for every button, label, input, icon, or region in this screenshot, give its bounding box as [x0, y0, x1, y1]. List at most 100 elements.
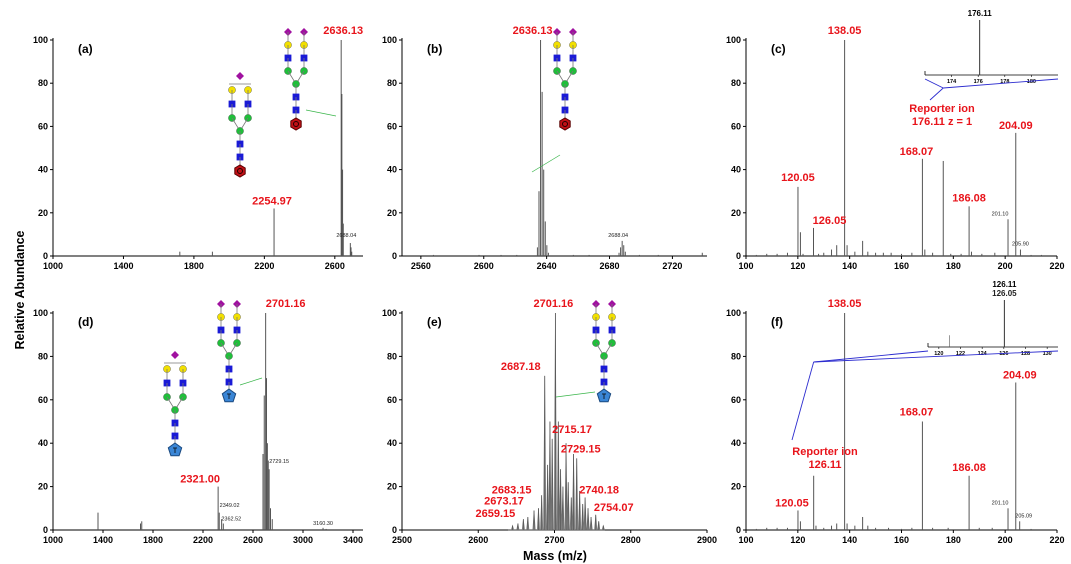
y-tick-label: 40 — [387, 438, 397, 448]
peak-label: 2683.15 — [492, 484, 532, 496]
glycan-pointer — [239, 377, 263, 386]
x-tick-label: 1000 — [43, 261, 63, 271]
y-axis-label: Relative Abundance — [13, 230, 27, 349]
inset-tick-label: 178 — [1000, 79, 1009, 85]
spectrum-panel-1: 0 20 40 60 80 100 2560 2600 2640 2680 2720 (b) 2636.… — [382, 25, 707, 271]
peak-label: 2729.15 — [269, 459, 289, 465]
peak-label: 2362.52 — [221, 516, 241, 522]
x-tick-label: 3400 — [343, 535, 363, 545]
x-tick-label: 120 — [790, 535, 805, 545]
x-tick-label: 2200 — [254, 261, 274, 271]
peak-label: 2321.00 — [180, 474, 220, 486]
y-tick-label: 80 — [731, 351, 741, 361]
peak-label: 2254.97 — [252, 195, 292, 207]
x-tick-label: 1400 — [93, 535, 113, 545]
peak-label: 205.90 — [1012, 242, 1029, 248]
x-tick-label: 180 — [946, 535, 961, 545]
peak-label: 2688.04 — [336, 233, 356, 239]
x-tick-label: 140 — [842, 535, 857, 545]
peak-label: 2701.16 — [266, 298, 306, 310]
inset-top-label: 126.11 — [992, 280, 1017, 289]
y-tick-label: 40 — [38, 165, 48, 175]
peak-label: 2349.02 — [220, 503, 240, 509]
y-tick-label: 100 — [382, 308, 397, 318]
x-tick-label: 200 — [998, 535, 1013, 545]
y-tick-label: 20 — [731, 482, 741, 492]
peak-label: 204.09 — [1003, 369, 1037, 381]
x-tick-label: 160 — [894, 261, 909, 271]
glycan-pointer — [305, 109, 337, 117]
inset-tick-label: 176 — [974, 79, 983, 85]
x-tick-label: 2640 — [537, 261, 557, 271]
zoom-line — [791, 361, 815, 441]
x-tick-label: 1000 — [43, 535, 63, 545]
y-tick-label: 80 — [387, 78, 397, 88]
panel-label: (f) — [771, 315, 783, 329]
label-tag-icon — [237, 168, 243, 174]
glycan-pointer — [531, 154, 561, 173]
y-tick-label: 40 — [731, 438, 741, 448]
inset-tick-label: 122 — [956, 351, 965, 357]
peak-label: 138.05 — [828, 25, 862, 37]
peak-label: 186.08 — [952, 192, 986, 204]
x-axis-label: Mass (m/z) — [523, 549, 587, 563]
peak-label: 2740.18 — [579, 484, 619, 496]
label-tag-icon — [290, 117, 302, 131]
y-tick-label: 0 — [392, 251, 397, 261]
x-tick-label: 2200 — [193, 535, 213, 545]
x-tick-label: 220 — [1049, 261, 1064, 271]
inset-tick-label: 130 — [1043, 351, 1052, 357]
x-tick-label: 2720 — [662, 261, 682, 271]
x-tick-label: 1800 — [143, 535, 163, 545]
y-tick-label: 80 — [387, 351, 397, 361]
spectrum-panel-5: 0 20 40 60 80 100 100 120 140 160 180 200 220 (f) 138.… — [726, 280, 1065, 545]
peak-label: 204.09 — [999, 120, 1033, 132]
x-tick-label: 2900 — [697, 535, 717, 545]
x-tick-label: 2700 — [544, 535, 564, 545]
x-tick-label: 120 — [790, 261, 805, 271]
peak-label: 2687.18 — [501, 361, 541, 373]
zoom-line — [924, 78, 944, 89]
panel-label: (b) — [427, 42, 442, 56]
y-tick-label: 0 — [43, 525, 48, 535]
x-tick-label: 2600 — [243, 535, 263, 545]
x-tick-label: 2680 — [600, 261, 620, 271]
y-tick-label: 60 — [387, 121, 397, 131]
spectrum-panel-2: 0 20 40 60 80 100 100 120 140 160 180 200 220 (c) 138.… — [726, 9, 1065, 271]
panel-label: (c) — [771, 42, 786, 56]
spectrum-panel-0: 0 20 40 60 80 100 1000 1400 1800 2200 2600 (a) 2636.… — [33, 25, 363, 271]
peak-label: 201.10 — [992, 500, 1009, 506]
y-tick-label: 40 — [731, 165, 741, 175]
y-tick-label: 20 — [387, 208, 397, 218]
label-tag-icon — [293, 121, 299, 127]
label-tag-icon — [562, 121, 568, 127]
peak-label: 2701.16 — [534, 298, 574, 310]
peak-label: 2673.17 — [484, 495, 524, 507]
y-tick-label: 60 — [731, 395, 741, 405]
x-tick-label: 2600 — [325, 261, 345, 271]
panel-label: (e) — [427, 315, 442, 329]
y-tick-label: 100 — [33, 35, 48, 45]
peak-label: 126.05 — [813, 215, 847, 227]
zoom-line — [943, 78, 1059, 89]
peak-label: 2636.13 — [323, 25, 363, 37]
label-tag-icon — [234, 164, 246, 178]
y-tick-label: 40 — [38, 438, 48, 448]
inset-tick-label: 180 — [1027, 79, 1036, 85]
y-tick-label: 20 — [38, 482, 48, 492]
y-tick-label: 60 — [38, 395, 48, 405]
y-tick-label: 100 — [726, 308, 741, 318]
glycan-residue — [236, 72, 244, 80]
y-tick-label: 0 — [43, 251, 48, 261]
spectrum-panel-4: 0 20 40 60 80 100 2500 2600 2700 2800 2900 (e) 2701.… — [382, 298, 717, 545]
peak-label: 2688.04 — [608, 233, 628, 239]
spectrum-panel-3: 0 20 40 60 80 100 1000 1400 1800 2200 2600 3000 3400… — [33, 298, 363, 545]
y-tick-label: 100 — [726, 35, 741, 45]
inset-peak-label: 126.05 — [992, 289, 1017, 298]
inset-tick-label: 174 — [947, 79, 957, 85]
y-tick-label: 80 — [38, 78, 48, 88]
peak-label: 168.07 — [900, 146, 934, 158]
peak-label: 2636.13 — [513, 25, 553, 37]
y-tick-label: 60 — [38, 121, 48, 131]
